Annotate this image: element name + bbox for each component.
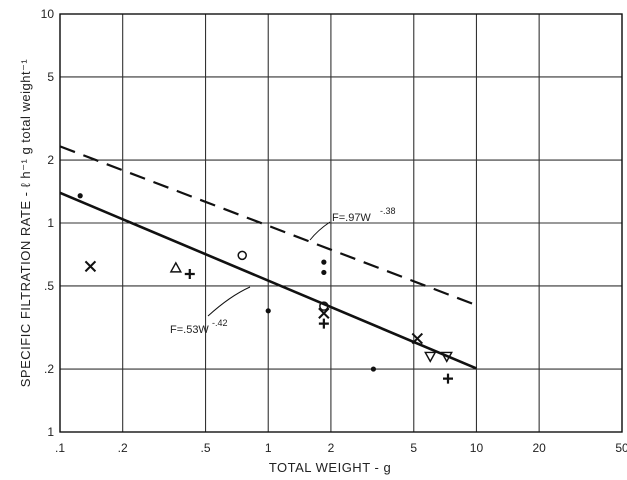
- annotation-solid: F=.53W -.42: [170, 286, 251, 336]
- x-tick-label: 10: [470, 441, 484, 455]
- point-plus: [184, 269, 195, 280]
- y-axis-label: SPECIFIC FILTRATION RATE - ℓ h⁻¹ g total…: [18, 59, 33, 388]
- y-tick-label: 1: [47, 425, 54, 439]
- point-cross: [411, 332, 424, 345]
- annotation-solid-exponent: -.42: [212, 318, 228, 328]
- y-tick-label: 1: [47, 216, 54, 230]
- point-triangle-down: [440, 351, 453, 363]
- annotation-dashed-exponent: -.38: [380, 206, 396, 216]
- plot-frame: [59, 13, 623, 433]
- point-circle-open: [319, 301, 329, 311]
- point-cross: [318, 307, 330, 319]
- annotation-dashed: F=.97W -.38: [309, 206, 396, 241]
- point-dot: [77, 193, 83, 199]
- y-ticks: 10 5 2 1 .5 .2 1: [41, 7, 55, 439]
- y-tick-label: .2: [44, 362, 54, 376]
- y-tick-label: 5: [47, 70, 54, 84]
- x-ticks: .1 .2 .5 1 2 5 10 20 50: [55, 441, 627, 455]
- fit-lines: [59, 145, 477, 370]
- point-plus: [318, 318, 329, 329]
- annotation-dashed-label: F=.97W: [332, 212, 371, 224]
- x-axis-label: TOTAL WEIGHT - g: [269, 460, 391, 475]
- point-dot: [265, 308, 271, 314]
- point-dot: [321, 259, 327, 265]
- y-tick-label: .5: [44, 279, 54, 293]
- x-tick-label: 5: [410, 441, 417, 455]
- point-circle-open: [237, 250, 247, 261]
- y-tick-label: 10: [41, 7, 55, 21]
- y-tick-label: 2: [47, 153, 54, 167]
- point-triangle-down: [424, 351, 437, 363]
- point-triangle-up: [169, 261, 183, 273]
- x-tick-label: 20: [532, 441, 546, 455]
- data-points: [77, 193, 453, 384]
- x-tick-label: 1: [265, 441, 272, 455]
- point-dot: [321, 269, 327, 276]
- x-tick-label: .5: [201, 441, 211, 455]
- point-plus: [442, 373, 453, 384]
- fit-line-solid: [59, 191, 477, 370]
- x-tick-label: .2: [118, 441, 128, 455]
- grid: [59, 13, 623, 433]
- x-tick-label: 50: [615, 441, 627, 455]
- x-tick-label: 2: [328, 441, 335, 455]
- annotation-solid-label: F=.53W: [170, 324, 209, 336]
- point-cross: [84, 260, 97, 273]
- x-tick-label: .1: [55, 441, 65, 455]
- point-dot: [370, 366, 377, 372]
